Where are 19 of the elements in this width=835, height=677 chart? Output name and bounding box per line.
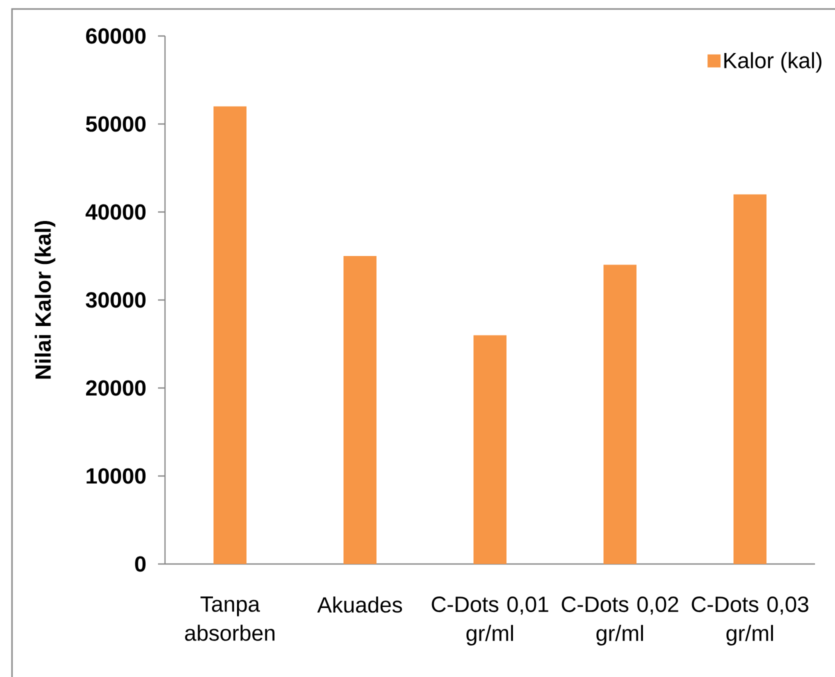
y-tick-label: 50000: [86, 116, 146, 132]
legend-label: Kalor (kal): [724, 52, 822, 73]
x-tick-label: Akuades: [317, 596, 402, 613]
bar: [474, 335, 506, 564]
y-axis-title: Nilai Kalor (kal): [34, 221, 56, 379]
x-tick-label: Tanpa absorben: [185, 596, 274, 641]
y-tick-label: 30000: [86, 292, 146, 308]
bar: [344, 256, 376, 564]
x-tick-label: C-Dots 0,03 gr/ml: [692, 596, 808, 646]
bar: [604, 264, 636, 564]
y-tick-label: 40000: [86, 204, 146, 220]
y-tick-label: 20000: [86, 380, 146, 396]
y-tick-label: 60000: [86, 28, 146, 44]
bar: [214, 106, 247, 564]
y-tick-label: 0: [135, 556, 146, 572]
x-tick-label: C-Dots 0,01 gr/ml: [432, 596, 548, 646]
x-tick-label: C-Dots 0,02 gr/ml: [562, 596, 678, 646]
y-tick-label: 10000: [86, 468, 146, 484]
bar: [734, 194, 766, 564]
